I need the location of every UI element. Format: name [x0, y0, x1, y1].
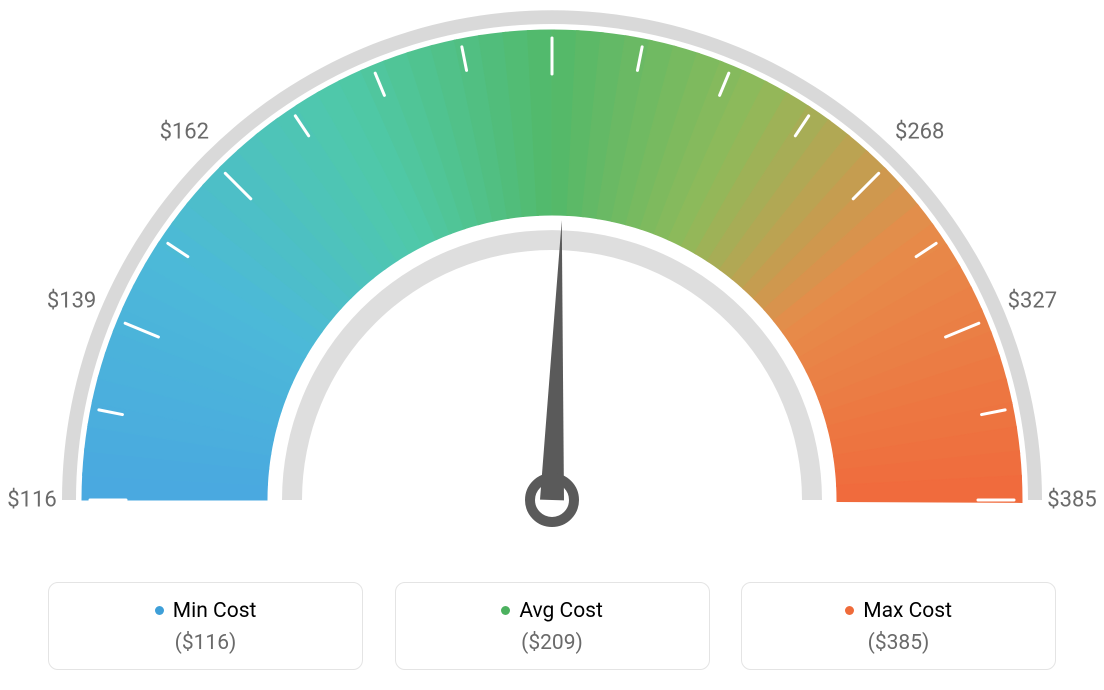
max-cost-card: Max Cost ($385): [741, 582, 1056, 670]
min-cost-title: Min Cost: [59, 599, 352, 623]
max-cost-value: ($385): [752, 631, 1045, 655]
min-cost-value: ($116): [59, 631, 352, 655]
summary-cards: Min Cost ($116) Avg Cost ($209) Max Cost…: [0, 582, 1104, 670]
gauge-tick-label: $116: [7, 488, 56, 513]
max-dot-icon: [845, 606, 854, 615]
gauge-tick-label: $385: [1047, 488, 1096, 513]
avg-dot-icon: [501, 606, 510, 615]
min-cost-card: Min Cost ($116): [48, 582, 363, 670]
max-cost-label: Max Cost: [863, 599, 952, 623]
gauge-tick-label: $162: [160, 120, 209, 145]
gauge-svg: [0, 0, 1104, 560]
avg-cost-title: Avg Cost: [406, 599, 699, 623]
max-cost-title: Max Cost: [752, 599, 1045, 623]
gauge-tick-label: $268: [895, 120, 944, 145]
avg-cost-label: Avg Cost: [519, 599, 603, 623]
gauge-tick-label: $139: [47, 289, 96, 314]
avg-cost-value: ($209): [406, 631, 699, 655]
cost-gauge: $116$139$162$209$268$327$385: [0, 0, 1104, 560]
gauge-tick-label: $327: [1008, 289, 1057, 314]
min-cost-label: Min Cost: [173, 599, 257, 623]
avg-cost-card: Avg Cost ($209): [395, 582, 710, 670]
min-dot-icon: [155, 606, 164, 615]
